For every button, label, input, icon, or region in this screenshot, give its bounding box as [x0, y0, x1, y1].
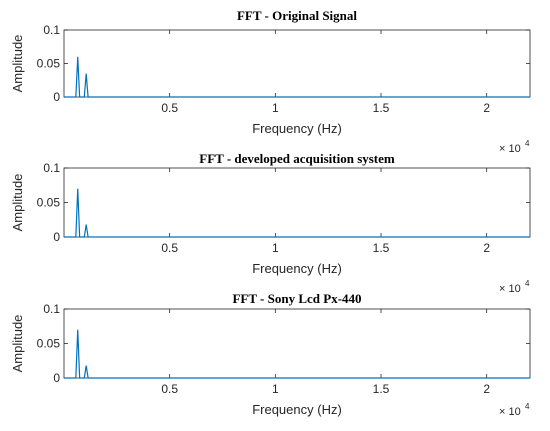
- spectrum-line: [64, 188, 530, 238]
- x-tick-label: 0.5: [161, 382, 178, 396]
- x-tick-label: 1: [272, 382, 279, 396]
- chart-title: FFT - Sony Lcd Px-440: [232, 291, 361, 306]
- x-tick-label: 1: [272, 101, 279, 115]
- y-axis-label: Amplitude: [10, 315, 25, 373]
- y-tick-label: 0: [53, 90, 60, 104]
- x-tick-label: 1.5: [373, 241, 390, 255]
- plot-area: [63, 167, 531, 238]
- x-axis-multiplier: × 10: [499, 406, 521, 418]
- y-tick-label: 0.05: [37, 337, 61, 351]
- x-tick-label: 2: [483, 241, 490, 255]
- chart-title: FFT - developed acquisition system: [199, 151, 395, 166]
- x-tick-label: 2: [483, 382, 490, 396]
- fft-panel-2: FFT - developed acquisition system 0 0.05 0…: [10, 151, 531, 295]
- y-tick-label: 0.1: [43, 23, 60, 37]
- y-axis-label: Amplitude: [10, 35, 25, 93]
- x-axis-label: Frequency (Hz): [252, 121, 342, 136]
- x-axis-multiplier-exponent: 4: [525, 279, 530, 288]
- x-axis-multiplier-exponent: 4: [525, 139, 530, 148]
- x-axis-multiplier: × 10: [499, 143, 521, 155]
- y-tick-label: 0: [53, 230, 60, 244]
- chart-title: FFT - Original Signal: [237, 8, 357, 23]
- plot-area: [63, 308, 531, 379]
- y-tick-label: 0.1: [43, 161, 60, 175]
- x-tick-label: 0.5: [161, 241, 178, 255]
- x-tick-label: 2: [483, 101, 490, 115]
- x-tick-label: 0.5: [161, 101, 178, 115]
- spectrum-line: [64, 329, 530, 379]
- y-tick-label: 0.1: [43, 302, 60, 316]
- y-tick-label: 0.05: [37, 196, 61, 210]
- spectrum-line: [64, 56, 530, 98]
- y-axis-label: Amplitude: [10, 174, 25, 232]
- x-tick-label: 1.5: [373, 382, 390, 396]
- y-tick-label: 0.05: [37, 57, 61, 71]
- fft-panel-3: FFT - Sony Lcd Px-440 0 0.05 0.1 0.5 1 1.5 2 Fre…: [10, 291, 531, 418]
- x-axis-multiplier: × 10: [499, 283, 521, 295]
- fft-panel-1: FFT - Original Signal 0 0.05 0.1 0.5 1 1.5 2 Fre…: [10, 8, 531, 155]
- x-tick-label: 1.5: [373, 101, 390, 115]
- x-tick-label: 1: [272, 241, 279, 255]
- y-tick-label: 0: [53, 371, 60, 385]
- x-axis-label: Frequency (Hz): [252, 261, 342, 276]
- plot-area: [63, 29, 531, 98]
- x-axis-label: Frequency (Hz): [252, 402, 342, 417]
- x-axis-multiplier-exponent: 4: [525, 402, 530, 411]
